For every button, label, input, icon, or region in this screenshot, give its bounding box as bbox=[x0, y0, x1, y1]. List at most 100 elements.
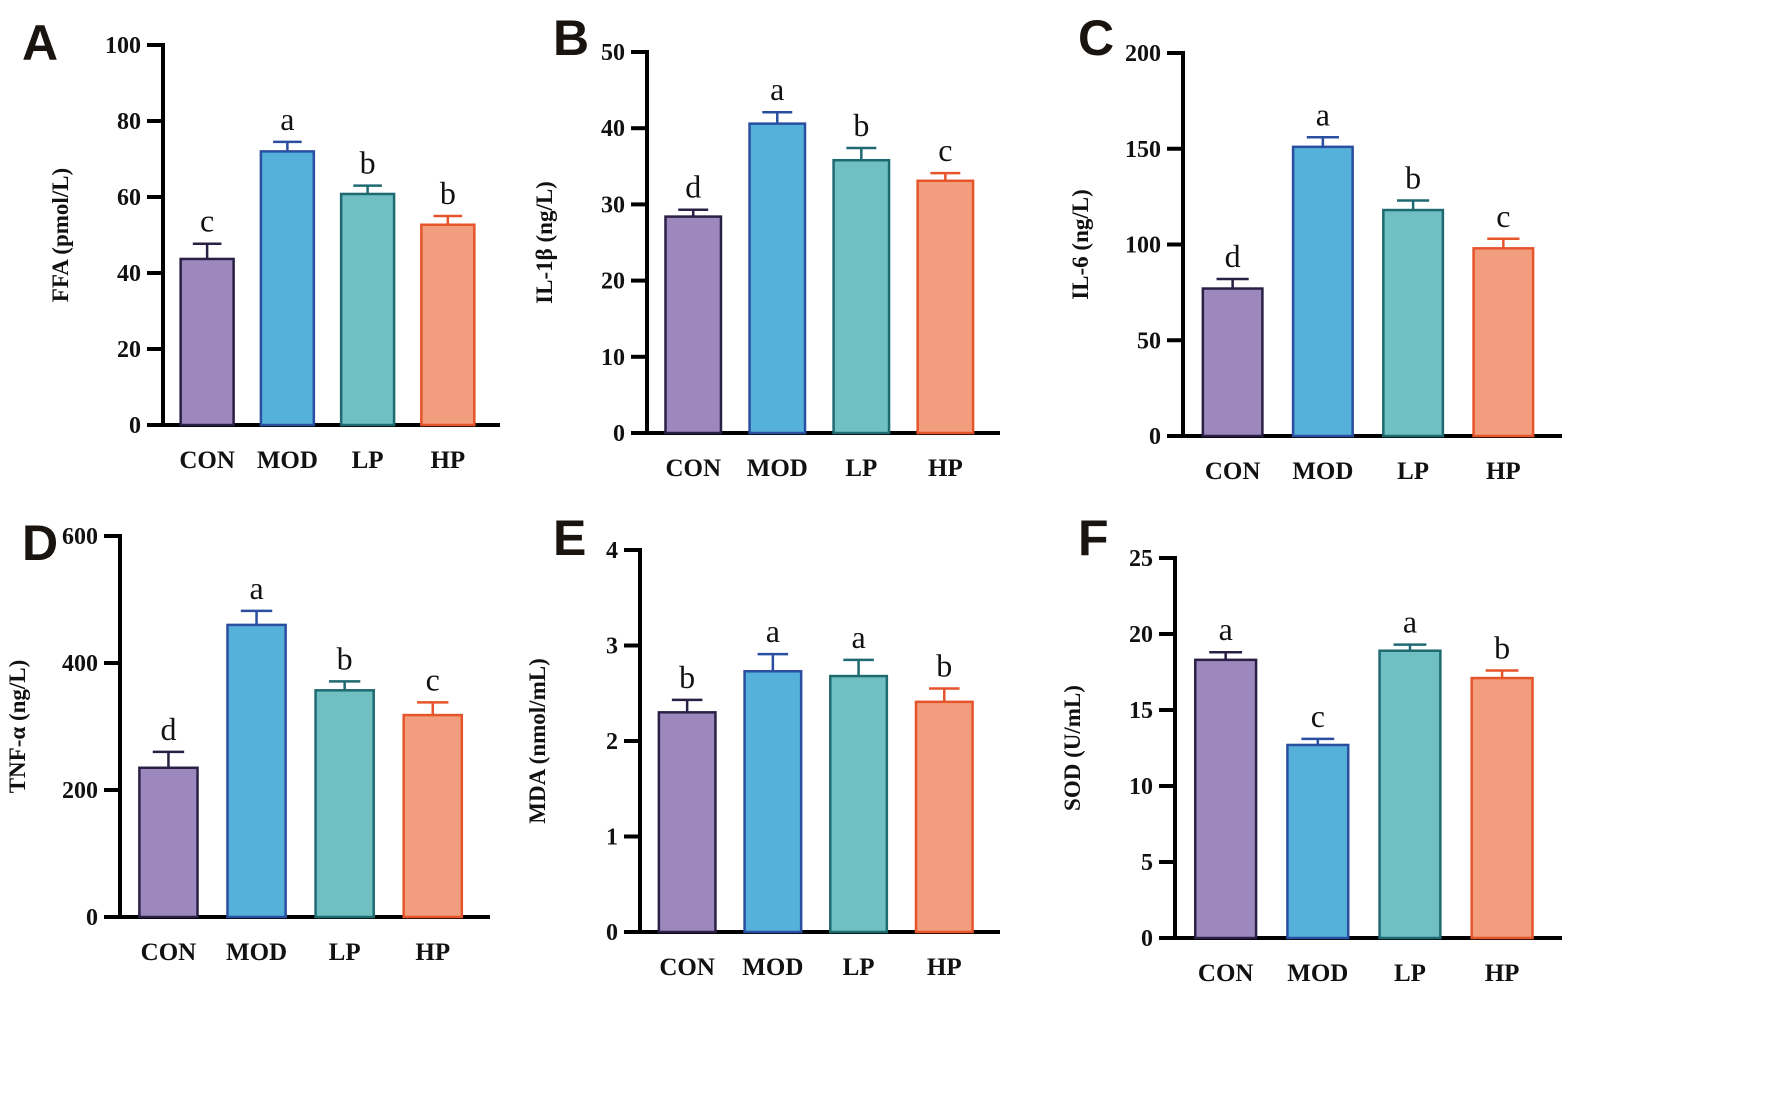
y-tick-label: 150 bbox=[1125, 137, 1161, 163]
significance-letter: a bbox=[1403, 604, 1417, 640]
significance-letter: a bbox=[770, 71, 784, 107]
y-tick-label: 40 bbox=[601, 116, 625, 142]
bar-mod bbox=[1291, 145, 1354, 438]
bar-con bbox=[657, 711, 717, 934]
y-tick-label: 0 bbox=[129, 413, 141, 439]
y-tick-label: 400 bbox=[62, 651, 98, 677]
bar-mod bbox=[1286, 743, 1350, 940]
y-axis-label: IL-6 (ng/L) bbox=[1068, 189, 1093, 300]
significance-letter: a bbox=[1219, 611, 1233, 647]
bar-con bbox=[1194, 658, 1258, 940]
significance-letter: b bbox=[337, 640, 353, 676]
significance-letter: b bbox=[440, 175, 456, 211]
y-tick-label: 60 bbox=[117, 185, 141, 211]
bar-lp bbox=[314, 689, 375, 919]
significance-letter: c bbox=[938, 132, 952, 168]
bar-hp bbox=[420, 223, 476, 427]
significance-letter: b bbox=[1494, 629, 1510, 665]
panel-label: A bbox=[22, 15, 58, 71]
bar-hp bbox=[402, 713, 464, 919]
significance-letter: d bbox=[685, 169, 701, 205]
y-tick-label: 40 bbox=[117, 261, 141, 287]
significance-letter: c bbox=[426, 661, 440, 697]
significance-letter: b bbox=[936, 647, 952, 683]
bar-lp bbox=[829, 674, 889, 934]
bar-hp bbox=[1472, 247, 1535, 438]
x-tick-label: HP bbox=[415, 939, 450, 966]
y-tick-label: 100 bbox=[1125, 233, 1161, 259]
y-tick-label: 5 bbox=[1141, 850, 1153, 876]
significance-letter: b bbox=[360, 145, 376, 181]
y-tick-label: 2 bbox=[606, 729, 618, 755]
y-axis-label: FFA (pmol/L) bbox=[48, 168, 73, 302]
bar-con bbox=[664, 215, 723, 435]
x-tick-label: CON bbox=[665, 455, 721, 482]
bar-con bbox=[138, 766, 199, 919]
y-axis-label: SOD (U/mL) bbox=[1060, 685, 1085, 811]
y-tick-label: 0 bbox=[86, 905, 98, 931]
significance-letter: a bbox=[280, 101, 294, 137]
x-tick-label: CON bbox=[659, 954, 715, 981]
x-tick-label: LP bbox=[843, 954, 875, 981]
panel-e: E MDA (nmol/mL) 0 1 2 3 4 b CON a MOD a LP b HP bbox=[525, 510, 1000, 981]
y-tick-label: 25 bbox=[1129, 546, 1153, 572]
bar-mod bbox=[743, 670, 803, 934]
x-tick-label: LP bbox=[329, 939, 361, 966]
x-tick-label: HP bbox=[430, 447, 465, 474]
significance-letter: d bbox=[1225, 238, 1241, 274]
x-tick-label: LP bbox=[845, 455, 877, 482]
x-tick-label: LP bbox=[1394, 960, 1426, 987]
y-tick-label: 1 bbox=[606, 825, 618, 851]
y-tick-label: 20 bbox=[1129, 622, 1153, 648]
x-tick-label: LP bbox=[352, 447, 384, 474]
x-tick-label: MOD bbox=[1287, 960, 1348, 987]
x-tick-label: HP bbox=[1485, 960, 1520, 987]
panel-label: B bbox=[553, 10, 589, 66]
bar-mod bbox=[259, 150, 316, 427]
significance-letter: b bbox=[1405, 159, 1421, 195]
y-tick-label: 80 bbox=[117, 109, 141, 135]
x-tick-label: MOD bbox=[226, 939, 287, 966]
bar-lp bbox=[832, 158, 891, 435]
significance-letter: b bbox=[679, 659, 695, 695]
y-axis-label: IL-1β (ng/L) bbox=[532, 181, 557, 304]
y-tick-label: 200 bbox=[1125, 41, 1161, 67]
bar-con bbox=[1201, 287, 1264, 438]
x-tick-label: CON bbox=[141, 939, 197, 966]
y-tick-label: 15 bbox=[1129, 698, 1153, 724]
y-tick-label: 30 bbox=[601, 192, 625, 218]
x-tick-label: MOD bbox=[747, 455, 808, 482]
x-tick-label: CON bbox=[179, 447, 235, 474]
significance-letter: a bbox=[1316, 96, 1330, 132]
y-tick-label: 4 bbox=[606, 538, 618, 564]
significance-letter: b bbox=[853, 107, 869, 143]
panel-d: D TNF-α (ng/L) 0 200 400 600 d CON a MOD b LP c HP bbox=[5, 515, 490, 966]
significance-letter: d bbox=[160, 711, 176, 747]
panel-label: F bbox=[1078, 510, 1109, 566]
y-tick-label: 50 bbox=[601, 40, 625, 66]
panel-f: F SOD (U/mL) 0 5 10 15 20 25 a CON c MOD a LP b HP bbox=[1060, 510, 1562, 987]
panel-label: E bbox=[553, 510, 586, 566]
y-tick-label: 100 bbox=[105, 33, 141, 59]
bar-mod bbox=[748, 122, 807, 435]
x-tick-label: LP bbox=[1397, 458, 1429, 485]
y-tick-label: 0 bbox=[606, 920, 618, 946]
significance-letter: a bbox=[766, 613, 780, 649]
x-tick-label: CON bbox=[1205, 458, 1261, 485]
x-tick-label: CON bbox=[1198, 960, 1254, 987]
x-tick-label: MOD bbox=[257, 447, 318, 474]
x-tick-label: HP bbox=[1486, 458, 1521, 485]
y-tick-label: 50 bbox=[1137, 328, 1161, 354]
bar-lp bbox=[1382, 208, 1445, 438]
y-tick-label: 3 bbox=[606, 634, 618, 660]
panel-c: C IL-6 (ng/L) 0 50 100 150 200 d CON a MOD b LP c HP bbox=[1068, 10, 1562, 485]
panel-label: D bbox=[22, 515, 58, 571]
y-tick-label: 0 bbox=[1141, 926, 1153, 952]
y-tick-label: 20 bbox=[117, 337, 141, 363]
y-axis-label: MDA (nmol/mL) bbox=[525, 658, 550, 823]
panel-b: B IL-1β (ng/L) 0 10 20 30 40 50 d CON a MOD b LP c HP bbox=[532, 10, 1000, 482]
significance-letter: c bbox=[200, 203, 214, 239]
y-axis-label: TNF-α (ng/L) bbox=[5, 660, 30, 794]
significance-letter: a bbox=[851, 619, 865, 655]
